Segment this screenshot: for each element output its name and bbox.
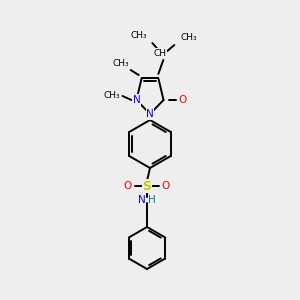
Text: N: N (133, 95, 140, 105)
Text: O: O (162, 181, 170, 191)
Text: H: H (148, 195, 156, 205)
Text: N: N (146, 109, 154, 119)
Text: CH₃: CH₃ (180, 34, 196, 43)
Text: O: O (178, 95, 187, 105)
Text: CH₃: CH₃ (130, 32, 147, 40)
Text: CH: CH (154, 49, 167, 58)
Text: CH₃: CH₃ (112, 58, 129, 68)
Text: O: O (124, 181, 132, 191)
Text: S: S (142, 179, 152, 193)
Text: CH₃: CH₃ (103, 91, 120, 100)
Text: N: N (138, 195, 146, 205)
